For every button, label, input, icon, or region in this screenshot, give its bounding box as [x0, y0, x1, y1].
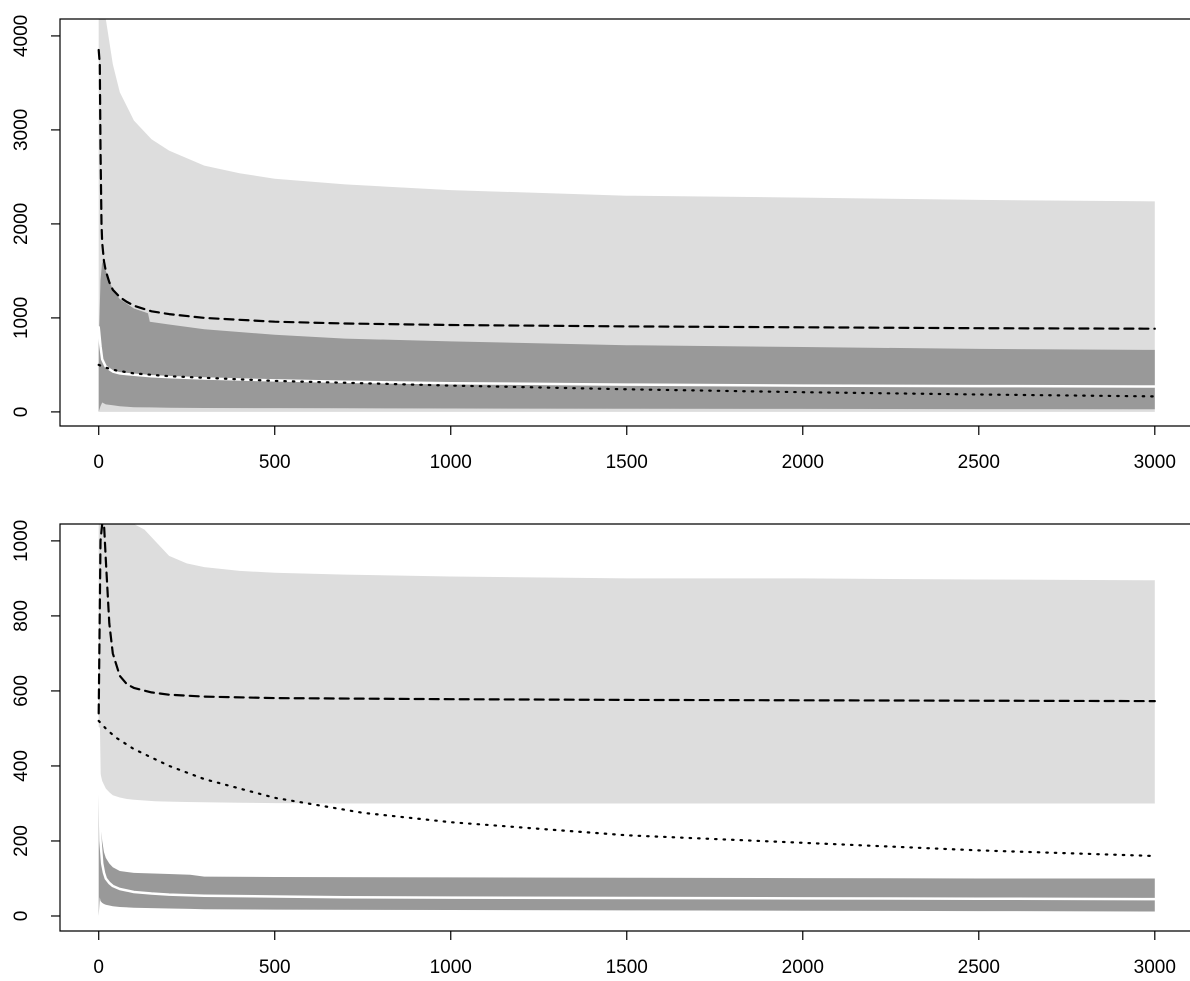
x-tick-label: 2500 [958, 452, 1000, 473]
dashed-series-line [97, 48, 1156, 330]
x-tick-label: 3000 [1134, 957, 1176, 978]
y-tick-label: 4000 [11, 15, 32, 57]
plot-frame [59, 18, 1190, 427]
x-tick-label: 0 [93, 452, 104, 473]
x-tick-label: 2500 [958, 957, 1000, 978]
dashed-series-line [97, 524, 1156, 715]
x-tick-label: 1000 [430, 957, 472, 978]
x-tick-label: 1500 [606, 452, 648, 473]
plot-frame [59, 523, 1190, 932]
dotted-series-line [97, 719, 1156, 858]
x-tick-label: 0 [93, 957, 104, 978]
dotted-series-line [97, 363, 1156, 398]
outer-band-area [98, 524, 1155, 804]
y-tick-label: 600 [11, 675, 32, 707]
inner-band-area [98, 758, 1155, 916]
solid-series-line [97, 727, 1157, 901]
x-tick-label: 2000 [782, 957, 824, 978]
y-tick-label: 400 [11, 750, 32, 782]
y-tick-label: 3000 [11, 109, 32, 151]
y-tick-label: 0 [11, 407, 32, 418]
plot-area [97, 524, 1157, 916]
x-tick-label: 500 [259, 957, 291, 978]
y-tick-label: 800 [11, 600, 32, 632]
y-tick-label: 0 [11, 911, 32, 922]
y-tick-label: 200 [11, 825, 32, 857]
x-tick-label: 1500 [606, 957, 648, 978]
x-tick-label: 500 [259, 452, 291, 473]
plot-area [97, 19, 1157, 412]
bottom-chart-panel: 0 500 1000 1500 2000 2500 3000 0 200 400 600 800 100… [11, 520, 1190, 978]
inner-band-area [98, 261, 1155, 412]
x-tick-label: 2000 [782, 452, 824, 473]
outer-band-area [98, 19, 1155, 412]
top-chart-panel: 0 500 1000 1500 2000 2500 3000 0 1000 2000 3000 400… [11, 15, 1190, 473]
y-tick-label: 2000 [11, 203, 32, 245]
y-tick-label: 1000 [11, 297, 32, 339]
x-tick-label: 1000 [430, 452, 472, 473]
x-tick-label: 3000 [1134, 452, 1176, 473]
y-tick-label: 1000 [11, 520, 32, 562]
solid-series-line [97, 326, 1157, 388]
